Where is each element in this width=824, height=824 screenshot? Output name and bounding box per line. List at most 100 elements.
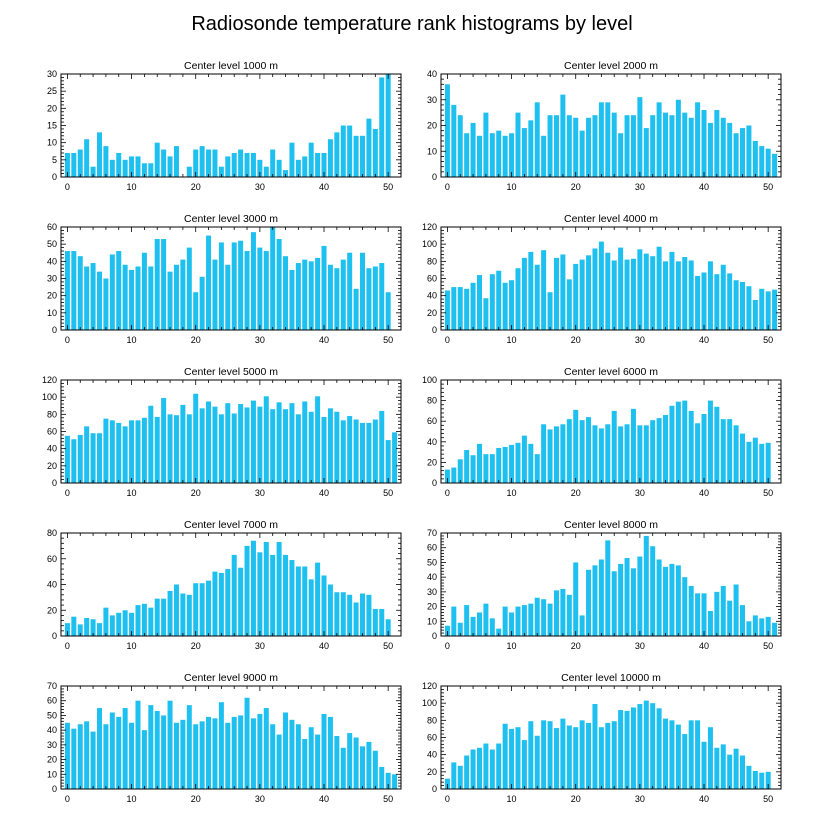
- bar: [64, 152, 70, 177]
- bar: [534, 454, 540, 483]
- x-tick-label: 40: [319, 794, 329, 804]
- bar: [199, 146, 205, 177]
- bar: [122, 708, 128, 789]
- bar: [334, 132, 340, 177]
- x-tick-label: 40: [319, 488, 329, 498]
- y-tick-label: 40: [47, 580, 57, 590]
- bar: [457, 622, 463, 636]
- x-tick-label: 40: [699, 641, 709, 651]
- bar: [379, 410, 385, 483]
- bar: [225, 264, 231, 330]
- bar: [618, 247, 624, 330]
- panel-title: Center level 2000 m: [564, 60, 658, 72]
- bar: [167, 271, 173, 330]
- panel-title: Center level 5000 m: [184, 366, 278, 378]
- x-tick-label: 0: [445, 641, 450, 651]
- bar: [637, 97, 643, 177]
- bar: [129, 269, 135, 330]
- bar: [502, 282, 508, 330]
- bar: [250, 152, 256, 177]
- x-tick-label: 50: [383, 794, 393, 804]
- bar: [263, 166, 269, 177]
- bar: [573, 117, 579, 177]
- bar: [321, 152, 327, 177]
- bar: [295, 414, 301, 483]
- y-tick-label: 40: [427, 437, 437, 447]
- bar: [372, 750, 378, 789]
- bar: [707, 610, 713, 636]
- bar: [560, 94, 566, 177]
- bar: [720, 264, 726, 330]
- bar: [489, 133, 495, 177]
- bar: [772, 289, 778, 330]
- bar: [618, 710, 624, 789]
- bar: [231, 242, 237, 330]
- bar: [141, 730, 147, 789]
- bar: [470, 122, 476, 177]
- x-tick-label: 20: [571, 794, 581, 804]
- bar: [154, 142, 160, 177]
- x-tick-label: 0: [65, 488, 70, 498]
- bar: [553, 426, 559, 483]
- bar: [206, 716, 212, 789]
- bar: [630, 707, 636, 789]
- bar: [96, 433, 102, 483]
- bar: [238, 715, 244, 789]
- bar: [598, 241, 604, 330]
- bar: [385, 772, 391, 789]
- bar: [161, 598, 167, 636]
- bar: [740, 281, 746, 330]
- bar: [752, 615, 758, 636]
- bar: [315, 152, 321, 177]
- bar: [663, 718, 669, 789]
- bar: [553, 257, 559, 330]
- bar: [521, 740, 527, 789]
- bar: [464, 755, 470, 789]
- bar: [547, 292, 553, 330]
- bar: [353, 602, 359, 636]
- y-tick-label: 120: [42, 375, 57, 385]
- bar: [347, 252, 353, 330]
- bar: [257, 713, 263, 789]
- bar: [444, 469, 450, 483]
- bar: [759, 618, 765, 636]
- x-tick-label: 20: [191, 182, 201, 192]
- bar: [630, 408, 636, 483]
- bar: [302, 738, 308, 789]
- bar: [695, 102, 701, 177]
- bar: [605, 252, 611, 330]
- bar: [759, 146, 765, 177]
- bar: [464, 605, 470, 636]
- bar: [714, 406, 720, 483]
- bar: [353, 288, 359, 330]
- bar: [379, 608, 385, 636]
- bar: [669, 405, 675, 483]
- bar: [193, 724, 199, 789]
- x-tick-label: 40: [699, 335, 709, 345]
- y-tick-label: 5: [52, 155, 57, 165]
- panel-title: Center level 8000 m: [564, 519, 658, 531]
- bar: [199, 583, 205, 636]
- bar: [186, 594, 192, 636]
- bar: [605, 102, 611, 177]
- bar: [509, 133, 515, 177]
- bar: [71, 616, 77, 636]
- bar: [327, 584, 333, 636]
- bar: [186, 166, 192, 177]
- bar: [765, 771, 771, 789]
- y-tick-label: 20: [47, 291, 57, 301]
- bar: [534, 264, 540, 330]
- bar: [444, 778, 450, 789]
- bar: [534, 102, 540, 177]
- bar: [707, 122, 713, 177]
- x-tick-label: 10: [127, 794, 137, 804]
- bar: [483, 743, 489, 789]
- bar: [212, 718, 218, 789]
- bar: [496, 447, 502, 483]
- bar: [682, 257, 688, 330]
- bar: [392, 432, 398, 483]
- bar: [154, 239, 160, 330]
- bar: [451, 467, 457, 483]
- bar: [688, 260, 694, 330]
- bar: [733, 748, 739, 789]
